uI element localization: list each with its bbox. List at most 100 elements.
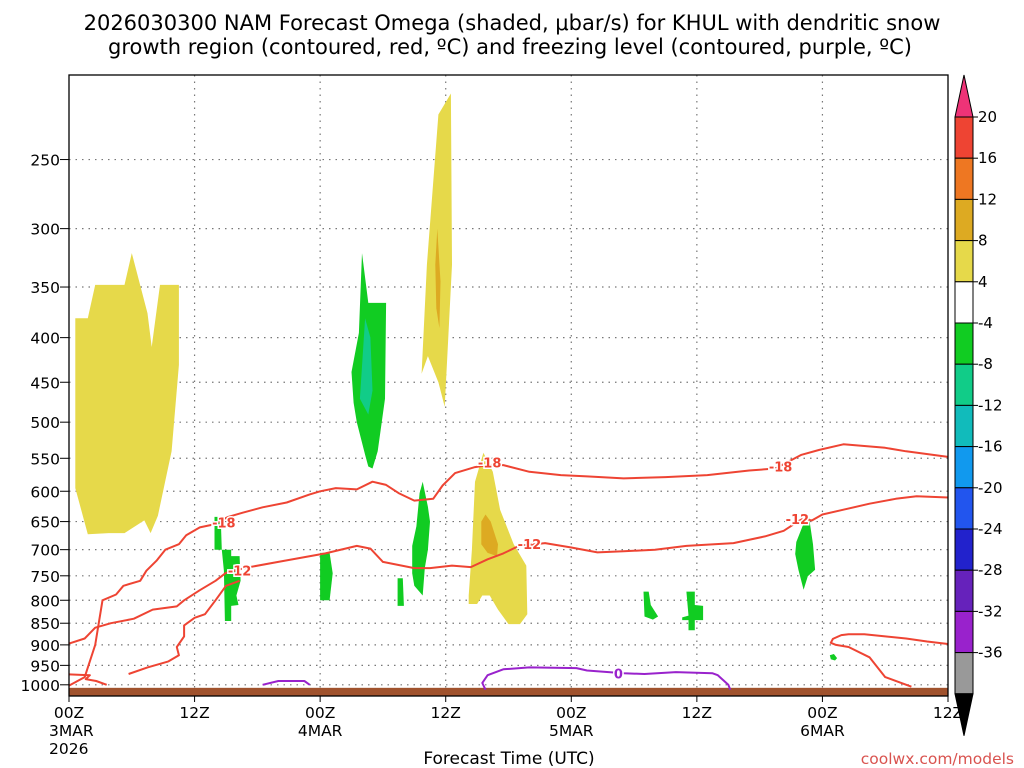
omega-region — [481, 514, 498, 557]
omega-region — [795, 515, 816, 590]
x-tick-label: 12Z — [179, 704, 209, 722]
colorbar-label: 4 — [978, 273, 988, 291]
x-tick-label: 5MAR — [549, 722, 594, 740]
contour-line — [68, 443, 949, 687]
credit-text: coolwx.com/models — [861, 750, 1014, 768]
y-axis: 250 300 350 400 450 500 550 600 650 700 750 800 850 9… — [21, 152, 69, 695]
colorbar-swatch — [954, 198, 974, 242]
x-tick-label: 00Z — [305, 704, 335, 722]
contour-line — [829, 633, 949, 688]
colorbar-swatch — [954, 322, 974, 365]
colorbar-swatch — [954, 528, 974, 571]
y-tick-label: 750 — [30, 568, 60, 586]
terrain-fill — [69, 687, 948, 696]
y-tick-label: 800 — [30, 592, 60, 610]
y-tick-label: 300 — [30, 221, 60, 239]
colorbar-label: -12 — [978, 396, 1003, 414]
y-tick-label: 900 — [30, 637, 60, 655]
colorbar-swatch — [954, 446, 974, 489]
contour-label: -12 — [518, 538, 542, 553]
colorbar-label: -36 — [978, 644, 1003, 662]
omega-region — [359, 318, 373, 415]
contour-label: -12 — [786, 513, 810, 528]
contour-label: 0 — [614, 668, 623, 683]
omega-region — [829, 654, 838, 661]
x-tick-label: 00Z — [556, 704, 586, 722]
x-tick-label: 4MAR — [298, 722, 343, 740]
y-tick-label: 350 — [30, 279, 60, 297]
omega-region — [320, 552, 333, 601]
omega-region — [435, 228, 441, 328]
colorbar-label: -16 — [978, 438, 1003, 456]
omega-region — [468, 452, 528, 625]
y-tick-label: 400 — [30, 330, 60, 348]
chart-title-line2: growth region (contoured, red, ºC) and f… — [108, 35, 912, 59]
colorbar: 20 16 12 8 4 -4 -8 -12 -16 -20 -24 -28 -32 -36 — [954, 74, 1003, 736]
contour-label: -18 — [478, 456, 502, 471]
contour-label: -18 — [769, 460, 793, 475]
colorbar-label: 8 — [978, 232, 988, 250]
contour-line — [68, 673, 108, 686]
colorbar-label: -32 — [978, 602, 1003, 620]
y-tick-label: 650 — [30, 514, 60, 532]
colorbar-swatch — [954, 240, 974, 283]
colorbar-label: 12 — [978, 190, 997, 208]
contour-line — [128, 579, 240, 675]
y-tick-label: 1000 — [21, 677, 60, 695]
colorbar-label: 16 — [978, 149, 997, 167]
omega-region — [412, 481, 430, 596]
colorbar-swatch — [954, 157, 974, 200]
omega-region — [397, 578, 404, 606]
contour-label: -12 — [228, 565, 252, 580]
colorbar-swatch — [954, 116, 974, 159]
plot-area: -18 -18 -18 -12 -12 -12 0 — [68, 74, 949, 697]
contour-label: -18 — [212, 517, 236, 532]
colorbar-arrow-top — [954, 74, 974, 118]
colorbar-label: -28 — [978, 561, 1003, 579]
contour-line — [262, 680, 311, 686]
colorbar-arrow-bottom — [954, 693, 974, 736]
colorbar-label: -20 — [978, 479, 1003, 497]
colorbar-swatch — [954, 281, 974, 324]
colorbar-swatch — [954, 652, 974, 695]
terrain — [69, 687, 948, 696]
x-tick-label: 00Z — [807, 704, 837, 722]
y-tick-label: 950 — [30, 657, 60, 675]
y-tick-label: 500 — [30, 414, 60, 432]
omega-region — [643, 591, 659, 620]
colorbar-swatch — [954, 487, 974, 530]
y-tick-label: 600 — [30, 483, 60, 501]
y-tick-label: 250 — [30, 152, 60, 170]
omega-region — [75, 253, 179, 535]
omega-regions — [75, 93, 838, 661]
y-tick-label: 700 — [30, 542, 60, 560]
x-tick-label: 6MAR — [800, 722, 845, 740]
colorbar-swatch — [954, 404, 974, 448]
colorbar-swatch — [954, 363, 974, 406]
x-axis-title: Forecast Time (UTC) — [423, 749, 594, 768]
colorbar-label: -4 — [978, 314, 993, 332]
chart-title-line1: 2026030300 NAM Forecast Omega (shaded, μ… — [84, 11, 941, 35]
contour-line — [481, 666, 732, 691]
omega-region — [682, 591, 704, 631]
colorbar-label: -24 — [978, 520, 1003, 538]
omega-region — [214, 516, 241, 621]
plot-frame — [68, 74, 949, 697]
y-tick-label: 850 — [30, 615, 60, 633]
colorbar-swatch — [954, 569, 974, 612]
colorbar-swatch — [954, 610, 974, 654]
x-tick-label: 12Z — [682, 704, 712, 722]
colorbar-label: 20 — [978, 108, 997, 126]
contours: -18 -18 -18 -12 -12 -12 0 — [68, 443, 949, 691]
x-tick-label: 00Z — [54, 704, 84, 722]
x-tick-label: 12Z — [933, 704, 963, 722]
contour-line — [68, 495, 949, 645]
y-tick-label: 550 — [30, 450, 60, 468]
colorbar-label: -8 — [978, 355, 993, 373]
x-tick-label: 3MAR — [49, 722, 94, 740]
x-tick-label: 12Z — [431, 704, 461, 722]
y-tick-label: 450 — [30, 374, 60, 392]
x-tick-label: 2026 — [49, 740, 88, 758]
